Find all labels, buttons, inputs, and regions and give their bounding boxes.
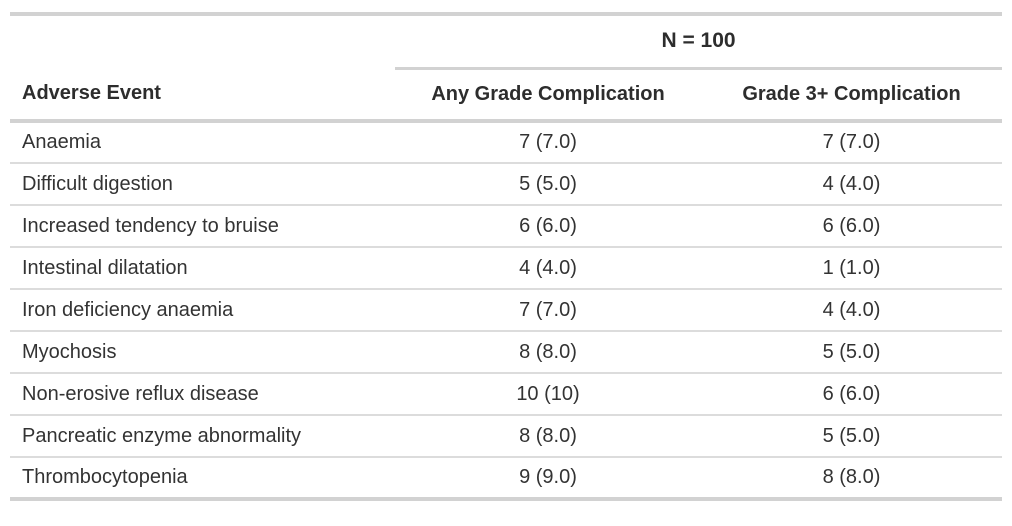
column-header-grade-3plus-complication: Grade 3+ Complication	[701, 68, 1003, 123]
adverse-event-name: Iron deficiency anaemia	[10, 289, 395, 332]
any-grade-value: 7 (7.0)	[395, 289, 701, 332]
table-row: Myochosis 8 (8.0) 5 (5.0)	[10, 331, 1003, 374]
any-grade-value: 9 (9.0)	[519, 466, 577, 488]
adverse-event-name: Myochosis	[10, 331, 395, 374]
adverse-event-name: Non-erosive reflux disease	[10, 373, 395, 416]
column-header-row: Adverse Event Any Grade Complication Gra…	[10, 68, 1003, 123]
grade3-value: 4 (4.0)	[701, 289, 1003, 332]
any-grade-value: 8 (8.0)	[395, 331, 701, 374]
grade3-value: 8 (8.0)	[822, 466, 881, 488]
any-grade-value: 5 (5.0)	[395, 163, 701, 206]
grade3-value: 1 (1.0)	[701, 247, 1003, 290]
any-grade-value: 10 (10)	[395, 373, 701, 416]
any-grade-value: 8 (8.0)	[395, 415, 701, 458]
table-row: Pancreatic enzyme abnormality 8 (8.0) 5 …	[10, 415, 1003, 458]
table-row: Iron deficiency anaemia 7 (7.0) 4 (4.0)	[10, 289, 1003, 332]
adverse-events-table-container: N = 100 Adverse Event Any Grade Complica…	[10, 12, 1003, 501]
table-row: Thrombocytopenia 9 (9.0) 8 (8.0)	[10, 457, 1002, 499]
table-row: Anaemia 7 (7.0) 7 (7.0)	[10, 121, 1003, 164]
adverse-event-name: Pancreatic enzyme abnormality	[10, 415, 395, 458]
grade3-value: 6 (6.0)	[701, 205, 1003, 248]
column-header-any-grade-complication: Any Grade Complication	[395, 68, 701, 123]
column-header-adverse-event: Adverse Event	[10, 68, 395, 123]
table-row: Difficult digestion 5 (5.0) 4 (4.0)	[10, 163, 1003, 206]
grade3-value: 7 (7.0)	[701, 121, 1003, 164]
grade3-value: 4 (4.0)	[701, 163, 1003, 206]
any-grade-value: 4 (4.0)	[395, 247, 701, 290]
spanner-row: N = 100	[10, 14, 1003, 70]
any-grade-value: 6 (6.0)	[395, 205, 701, 248]
table-row: Non-erosive reflux disease 10 (10) 6 (6.…	[10, 373, 1003, 416]
adverse-event-name: Anaemia	[10, 121, 395, 164]
grade3-value: 5 (5.0)	[701, 331, 1003, 374]
table-row: Increased tendency to bruise 6 (6.0) 6 (…	[10, 205, 1003, 248]
grade3-value: 6 (6.0)	[701, 373, 1003, 416]
n-total-spanner-label: N = 100	[395, 14, 1003, 70]
adverse-event-name: Intestinal dilatation	[10, 247, 395, 290]
any-grade-value: 7 (7.0)	[395, 121, 701, 164]
grade3-value: 5 (5.0)	[701, 415, 1003, 458]
spanner-stub-cell	[10, 14, 395, 68]
table-row: Intestinal dilatation 4 (4.0) 1 (1.0)	[10, 247, 1003, 290]
adverse-events-table: N = 100 Adverse Event Any Grade Complica…	[10, 12, 1003, 501]
adverse-event-name: Difficult digestion	[10, 163, 395, 206]
adverse-event-name: Increased tendency to bruise	[10, 205, 395, 248]
adverse-event-name: Thrombocytopenia	[22, 466, 188, 488]
